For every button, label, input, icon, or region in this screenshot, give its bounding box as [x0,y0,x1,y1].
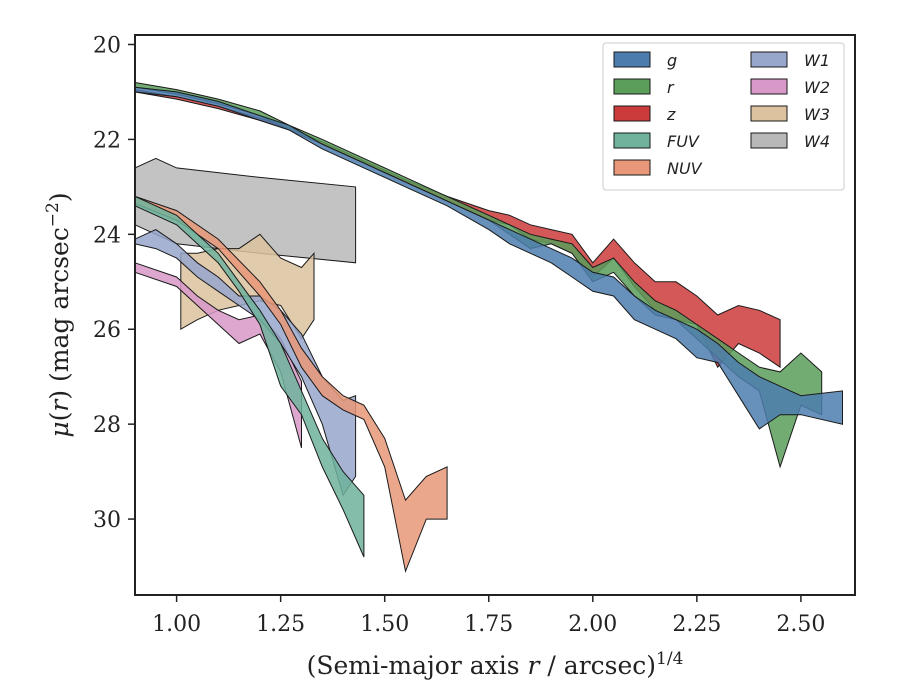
band-w2 [134,262,302,449]
legend-swatch-nuv [613,159,651,176]
y-tick-label: 30 [93,508,121,533]
plot-frame [134,34,856,596]
band-nuv [134,195,448,574]
legend-label-w3: W3 [804,105,830,124]
band-fuv [134,195,365,558]
legend-label-w1: W1 [804,51,830,70]
y-tick-label: 22 [93,128,121,153]
legend-label-z: z [666,105,676,124]
x-tick-label: 1.50 [360,612,409,637]
legend-label-fuv: FUV [667,132,700,151]
x-tick-label: 2.00 [568,612,617,637]
legend-swatch-w4 [750,132,788,149]
y-tick-label: 26 [93,318,121,343]
x-tick-label: 1.00 [152,612,201,637]
legend-swatch-g [613,51,651,68]
legend-label-g: g [667,51,677,70]
axis-titles: (Semi-major axis r / arcsec)1/4 μ(r) (ma… [43,192,683,680]
band-g [134,86,843,430]
legend-label-w4: W4 [804,132,830,151]
y-axis-label: μ(r) (mag arcsec−2) [43,192,74,437]
legend-label-r: r [667,78,675,97]
x-axis: 1.00 1.25 1.50 1.75 2.00 2.25 2.50 [152,595,825,637]
legend: grz FUV NUV W1 W2 W3 W4 [602,42,845,191]
x-axis-label: (Semi-major axis r / arcsec)1/4 [307,649,684,680]
x-tick-label: 2.50 [776,612,825,637]
legend-swatch-z [613,105,651,122]
y-tick-label: 28 [93,413,121,438]
bands-layer [134,81,843,574]
x-tick-label: 1.25 [256,612,305,637]
legend-swatch-w2 [750,78,788,95]
legend-label-nuv: NUV [667,159,703,178]
x-tick-label: 1.75 [464,612,513,637]
x-tick-label: 2.25 [672,612,721,637]
legend-swatch-w3 [750,105,788,122]
legend-swatch-r [613,78,651,95]
y-tick-label: 20 [93,33,121,58]
legend-swatch-w1 [750,51,788,68]
legend-swatch-fuv [613,132,651,149]
y-tick-label: 24 [93,223,121,248]
y-axis: 20 22 24 26 28 30 [93,33,135,533]
legend-label-w2: W2 [804,78,830,97]
